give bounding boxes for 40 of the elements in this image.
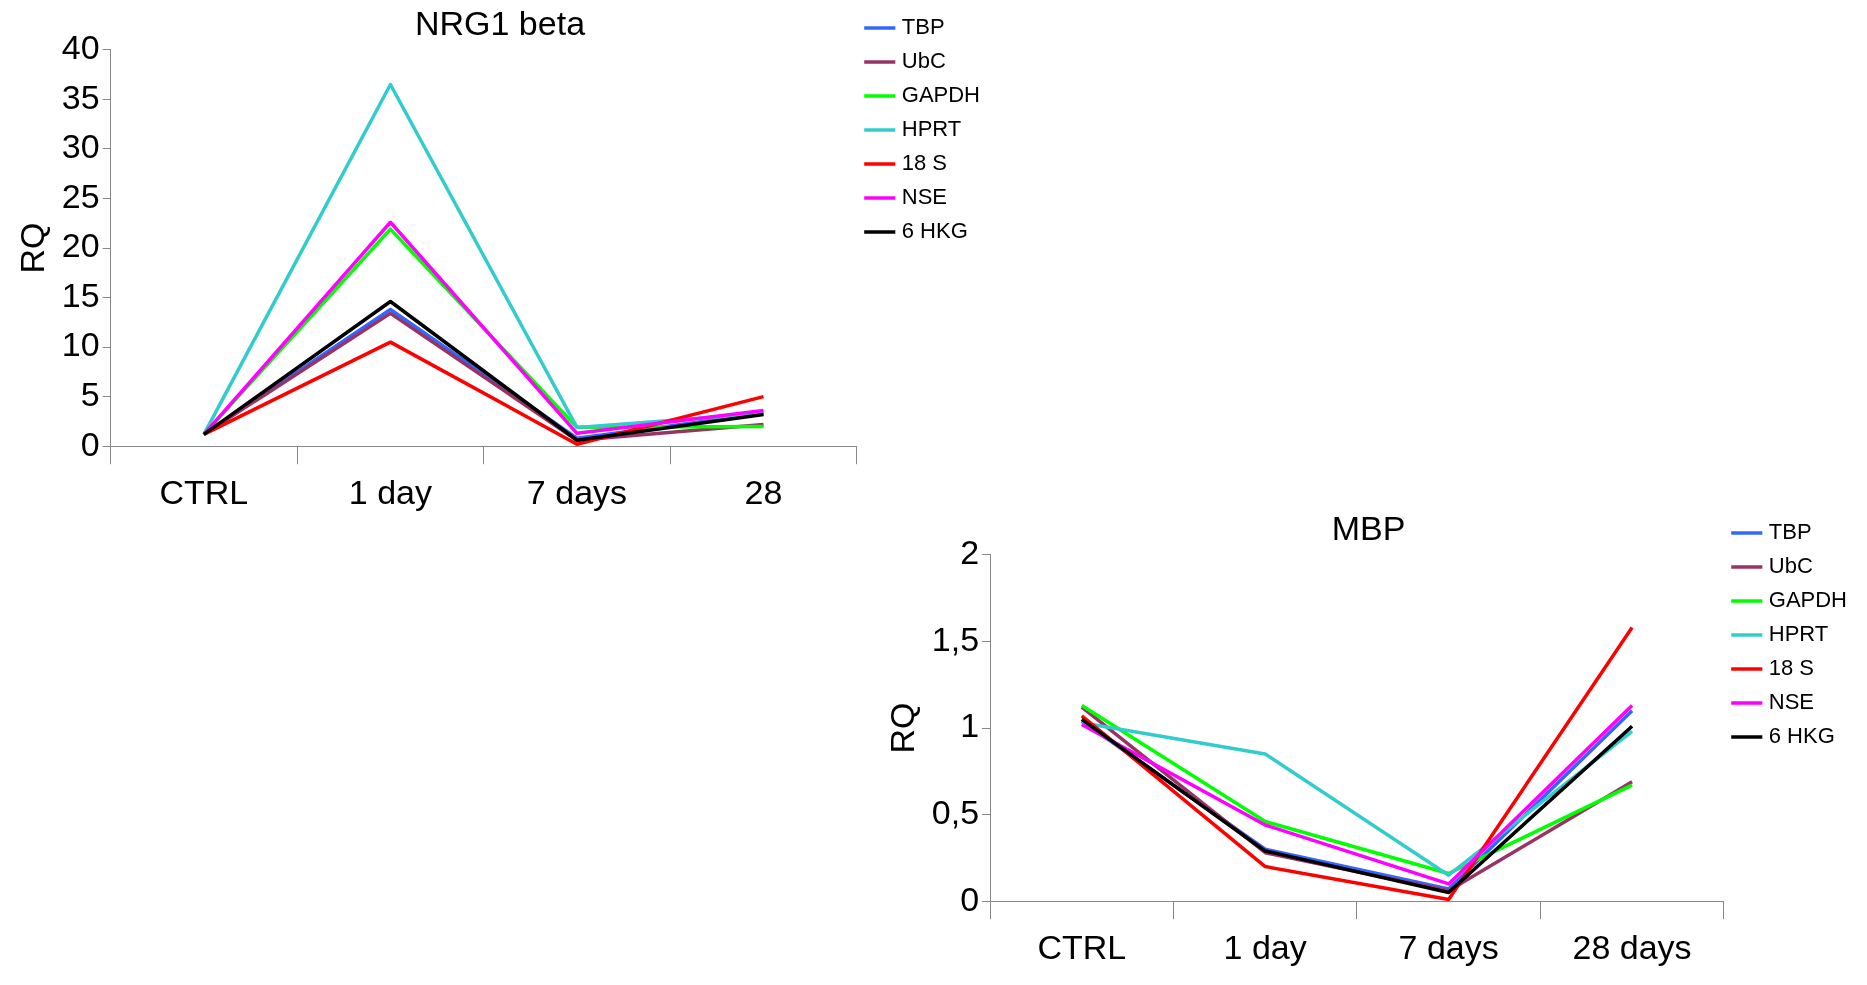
y-tick-label: 35 bbox=[61, 77, 100, 116]
x-tick-label: CTRL bbox=[159, 472, 249, 511]
y-axis-title: RQ bbox=[12, 222, 51, 274]
y-tick-label: 15 bbox=[61, 275, 100, 314]
x-tick-label: 28 days bbox=[1572, 927, 1692, 966]
legend-label: HPRT bbox=[1768, 621, 1829, 647]
y-tick-label: 1 bbox=[960, 706, 980, 745]
legend-label: HPRT bbox=[901, 116, 962, 142]
y-axis-title: RQ bbox=[882, 702, 921, 754]
x-tick-label: 1 day bbox=[348, 472, 433, 511]
legend-label: GAPDH bbox=[901, 82, 981, 108]
chart-title: MBP bbox=[1331, 508, 1406, 547]
x-tick-label: CTRL bbox=[1037, 927, 1127, 966]
y-tick-label: 2 bbox=[960, 533, 980, 572]
legend-label: TBP bbox=[901, 14, 945, 40]
legend-label: 18 S bbox=[1768, 655, 1815, 681]
chart-title: NRG1 beta bbox=[414, 3, 586, 42]
y-tick-label: 5 bbox=[80, 375, 100, 414]
y-tick-label: 30 bbox=[61, 127, 100, 166]
y-tick-label: 0,5 bbox=[931, 792, 980, 831]
legend-label: NSE bbox=[1768, 689, 1815, 715]
legend-label: UbC bbox=[1768, 553, 1813, 579]
x-tick-label: 7 days bbox=[1398, 927, 1499, 966]
legend-label: 18 S bbox=[901, 150, 948, 176]
legend-label: 6 HKG bbox=[901, 218, 968, 244]
legend-label: 6 HKG bbox=[1768, 723, 1835, 749]
y-tick-label: 0 bbox=[960, 879, 980, 918]
y-tick-label: 1,5 bbox=[931, 619, 980, 658]
legend-label: GAPDH bbox=[1768, 587, 1848, 613]
legend-label: NSE bbox=[901, 184, 948, 210]
y-tick-label: 40 bbox=[61, 28, 100, 67]
x-tick-label: 1 day bbox=[1223, 927, 1307, 966]
legend-label: UbC bbox=[901, 48, 946, 74]
x-tick-label: 7 days bbox=[526, 472, 628, 511]
y-tick-label: 0 bbox=[80, 424, 100, 463]
y-tick-label: 25 bbox=[61, 176, 100, 215]
y-tick-label: 10 bbox=[61, 325, 100, 364]
legend-label: TBP bbox=[1768, 519, 1812, 545]
x-tick-label: 28 bbox=[744, 472, 783, 511]
y-tick-label: 20 bbox=[61, 226, 100, 265]
